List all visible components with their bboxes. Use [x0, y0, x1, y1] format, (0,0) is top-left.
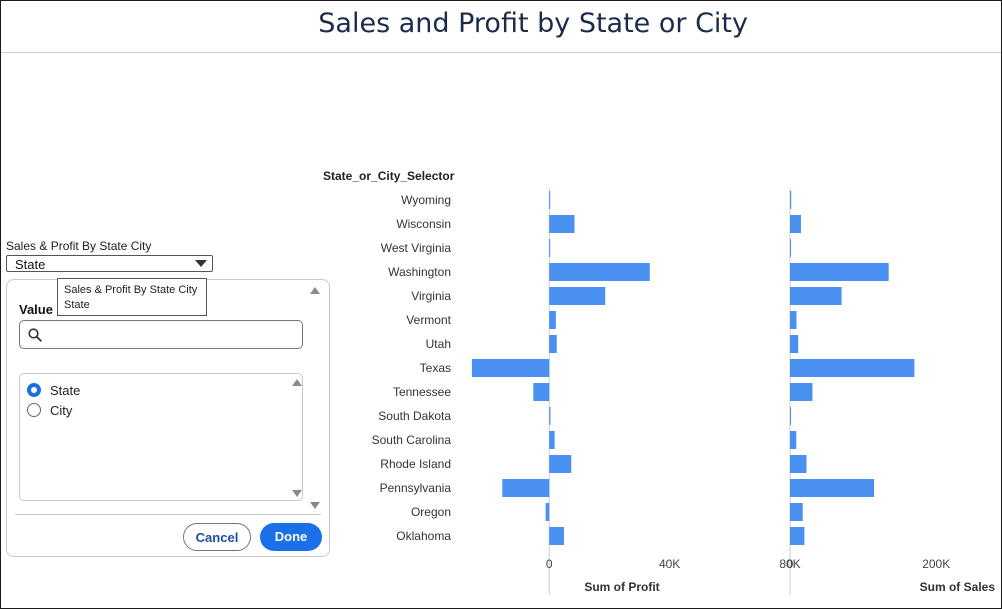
list-scroll-down-icon[interactable]	[292, 490, 302, 497]
bar	[549, 311, 556, 329]
bar	[549, 455, 572, 473]
bar	[790, 383, 813, 401]
bar	[790, 407, 791, 425]
filter-label: Sales & Profit By State City	[6, 239, 152, 253]
category-label: Texas	[420, 361, 451, 375]
category-label: Washington	[388, 265, 451, 279]
bar	[790, 479, 875, 497]
category-label: Wyoming	[401, 193, 451, 207]
tooltip-line-1: Sales & Profit By State City	[64, 284, 198, 296]
bar	[790, 359, 915, 377]
bar	[549, 431, 555, 449]
tick-label: 40K	[659, 557, 680, 571]
option-city-label: City	[50, 402, 73, 418]
category-label: Wisconsin	[396, 217, 451, 231]
bar	[549, 527, 564, 545]
row-header: State_or_City_Selector	[323, 169, 455, 183]
category-label: Vermont	[406, 313, 451, 327]
bar	[790, 311, 797, 329]
options-list: State City	[19, 373, 303, 501]
bar	[790, 527, 805, 545]
category-label: Oregon	[411, 505, 451, 519]
bar	[790, 335, 799, 353]
bar	[790, 431, 797, 449]
tick-label: 0	[787, 557, 794, 571]
done-button[interactable]: Done	[260, 523, 322, 551]
title-divider	[1, 52, 1001, 53]
bar	[790, 503, 803, 521]
option-state-label: State	[50, 382, 81, 398]
bar	[549, 239, 551, 257]
bar	[790, 215, 801, 233]
tick-label: 0	[546, 557, 553, 571]
category-label: Virginia	[411, 289, 451, 303]
bar	[471, 359, 550, 377]
bar	[790, 263, 889, 281]
category-label: Utah	[426, 337, 451, 351]
bar	[790, 287, 842, 305]
bar	[549, 191, 551, 209]
option-state[interactable]: State	[27, 381, 80, 399]
bar	[545, 503, 550, 521]
scroll-up-icon[interactable]	[310, 287, 320, 294]
cancel-button[interactable]: Cancel	[183, 523, 251, 551]
category-label: Tennessee	[393, 385, 451, 399]
bar	[790, 191, 792, 209]
category-label: Pennsylvania	[380, 481, 452, 495]
page-title: Sales and Profit by State or City	[318, 8, 748, 39]
bar	[533, 383, 550, 401]
filter-panel: Value State City Cancel Done	[6, 279, 330, 557]
category-label: South Dakota	[378, 409, 451, 423]
search-input[interactable]	[19, 320, 303, 349]
bar	[549, 287, 606, 305]
filter-dropdown[interactable]: State	[6, 255, 213, 272]
axis-title: Sum of Sales	[920, 580, 996, 594]
search-icon	[28, 328, 42, 342]
dropdown-arrow-icon[interactable]	[195, 260, 207, 267]
panel-divider	[15, 514, 321, 515]
bar	[502, 479, 550, 497]
category-label: Rhode Island	[380, 457, 451, 471]
bar	[549, 263, 650, 281]
tooltip-line-2: State	[64, 299, 90, 311]
radio-city[interactable]	[27, 403, 41, 417]
radio-state[interactable]	[27, 383, 41, 397]
axis-title: Sum of Profit	[584, 580, 659, 594]
value-label: Value	[19, 302, 53, 317]
filter-tooltip: Sales & Profit By State City State	[57, 278, 207, 316]
category-label: Oklahoma	[396, 529, 451, 543]
list-scroll-up-icon[interactable]	[292, 379, 302, 386]
tick-label: 200K	[922, 557, 950, 571]
bar	[549, 407, 551, 425]
bar	[549, 335, 557, 353]
filter-selected-value: State	[15, 257, 46, 272]
option-city[interactable]: City	[27, 401, 72, 419]
bar	[549, 215, 575, 233]
bar	[790, 239, 791, 257]
scroll-down-icon[interactable]	[310, 502, 320, 509]
bar	[790, 455, 807, 473]
category-label: West Virginia	[381, 241, 452, 255]
category-label: South Carolina	[372, 433, 452, 447]
